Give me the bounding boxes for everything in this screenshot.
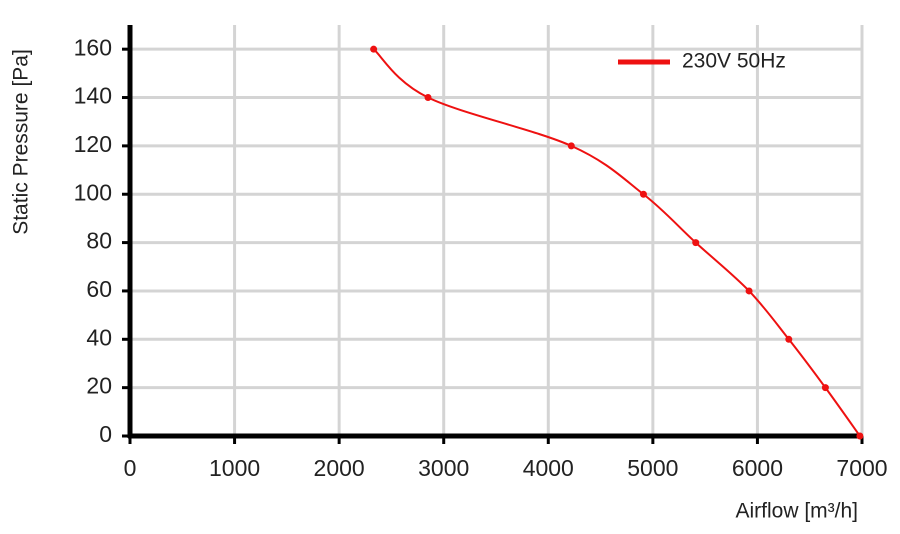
legend-label: 230V 50Hz	[682, 50, 786, 73]
x-tick-label: 1000	[209, 455, 260, 481]
x-axis-label: Airflow [m³/h]	[735, 500, 858, 523]
point	[424, 94, 432, 102]
y-tick-label: 20	[86, 373, 112, 399]
y-axis-label: Static Pressure [Pa]	[10, 49, 33, 235]
x-tick-label: 2000	[314, 455, 365, 481]
y-tick-label: 40	[86, 324, 112, 350]
x-tick-label: 7000	[836, 455, 887, 481]
point	[639, 190, 647, 198]
point	[692, 239, 700, 247]
point	[821, 384, 829, 392]
y-tick-label: 140	[74, 83, 112, 109]
point	[370, 45, 378, 53]
x-tick-label: 6000	[732, 455, 783, 481]
y-tick-label: 0	[99, 421, 112, 447]
x-tick-label: 3000	[418, 455, 469, 481]
point	[567, 142, 575, 150]
point	[856, 432, 864, 440]
series-line	[372, 48, 861, 437]
x-tick-label: 5000	[627, 455, 678, 481]
y-tick-label: 80	[86, 228, 112, 254]
x-tick-label: 0	[124, 455, 137, 481]
point	[745, 287, 753, 295]
point	[785, 335, 793, 343]
y-tick-label: 100	[74, 179, 112, 205]
y-tick-label: 160	[74, 34, 112, 60]
y-tick-label: 60	[86, 276, 112, 302]
y-tick-label: 120	[74, 131, 112, 157]
x-tick-label: 4000	[523, 455, 574, 481]
